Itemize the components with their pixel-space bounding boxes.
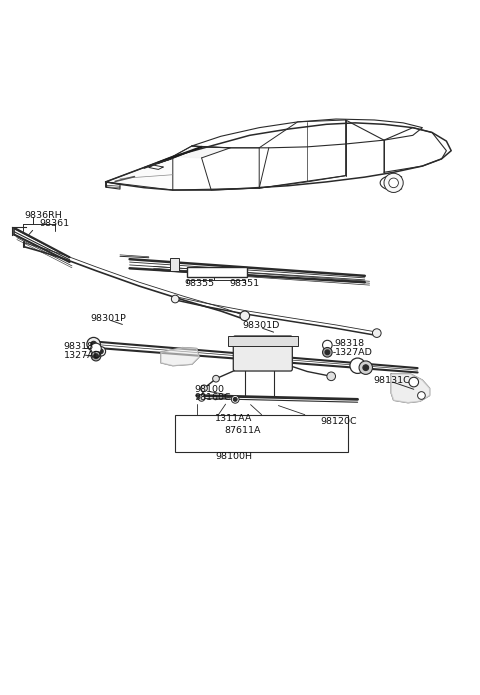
Circle shape <box>350 358 365 373</box>
Text: 98160C: 98160C <box>194 393 231 402</box>
Text: 98355: 98355 <box>185 279 215 288</box>
Circle shape <box>418 392 425 400</box>
Circle shape <box>384 173 403 193</box>
Circle shape <box>94 354 98 359</box>
Text: 98318: 98318 <box>64 342 94 351</box>
Circle shape <box>231 395 239 403</box>
Circle shape <box>363 365 369 370</box>
FancyBboxPatch shape <box>187 267 247 277</box>
Bar <box>175 415 348 452</box>
Text: 98361: 98361 <box>39 219 70 228</box>
Circle shape <box>201 385 207 392</box>
Text: 98100H: 98100H <box>216 452 253 461</box>
FancyBboxPatch shape <box>228 336 298 346</box>
Circle shape <box>327 372 336 381</box>
Circle shape <box>171 295 179 303</box>
Bar <box>170 259 179 270</box>
Circle shape <box>91 352 101 361</box>
Circle shape <box>240 311 250 320</box>
Polygon shape <box>391 374 430 402</box>
Text: 98301P: 98301P <box>90 314 126 323</box>
Circle shape <box>91 343 101 354</box>
Circle shape <box>389 178 398 188</box>
Text: 1311AA: 1311AA <box>215 414 252 423</box>
Polygon shape <box>161 348 199 366</box>
Circle shape <box>91 341 96 347</box>
Text: 98301D: 98301D <box>242 321 280 330</box>
Circle shape <box>98 349 103 354</box>
Text: 98318: 98318 <box>335 339 365 348</box>
Circle shape <box>372 329 381 337</box>
Text: 98120C: 98120C <box>321 418 357 427</box>
Circle shape <box>323 341 332 350</box>
Circle shape <box>96 347 106 356</box>
Polygon shape <box>173 146 230 158</box>
Text: 1327AD: 1327AD <box>64 351 102 360</box>
Circle shape <box>359 361 372 375</box>
Text: 87611A: 87611A <box>225 425 261 434</box>
Circle shape <box>233 398 237 401</box>
Text: 9835LH: 9835LH <box>197 270 233 279</box>
Circle shape <box>213 375 219 382</box>
Circle shape <box>198 395 205 401</box>
Polygon shape <box>106 158 173 190</box>
Circle shape <box>323 348 332 357</box>
Circle shape <box>409 377 419 387</box>
Text: 98351: 98351 <box>229 279 260 288</box>
FancyBboxPatch shape <box>233 336 292 371</box>
Text: 1327AD: 1327AD <box>335 348 372 357</box>
Text: 98131C: 98131C <box>373 375 410 384</box>
Circle shape <box>87 337 100 351</box>
Circle shape <box>325 350 330 354</box>
Text: 9836RH: 9836RH <box>24 211 62 220</box>
Text: 98100: 98100 <box>194 385 225 394</box>
